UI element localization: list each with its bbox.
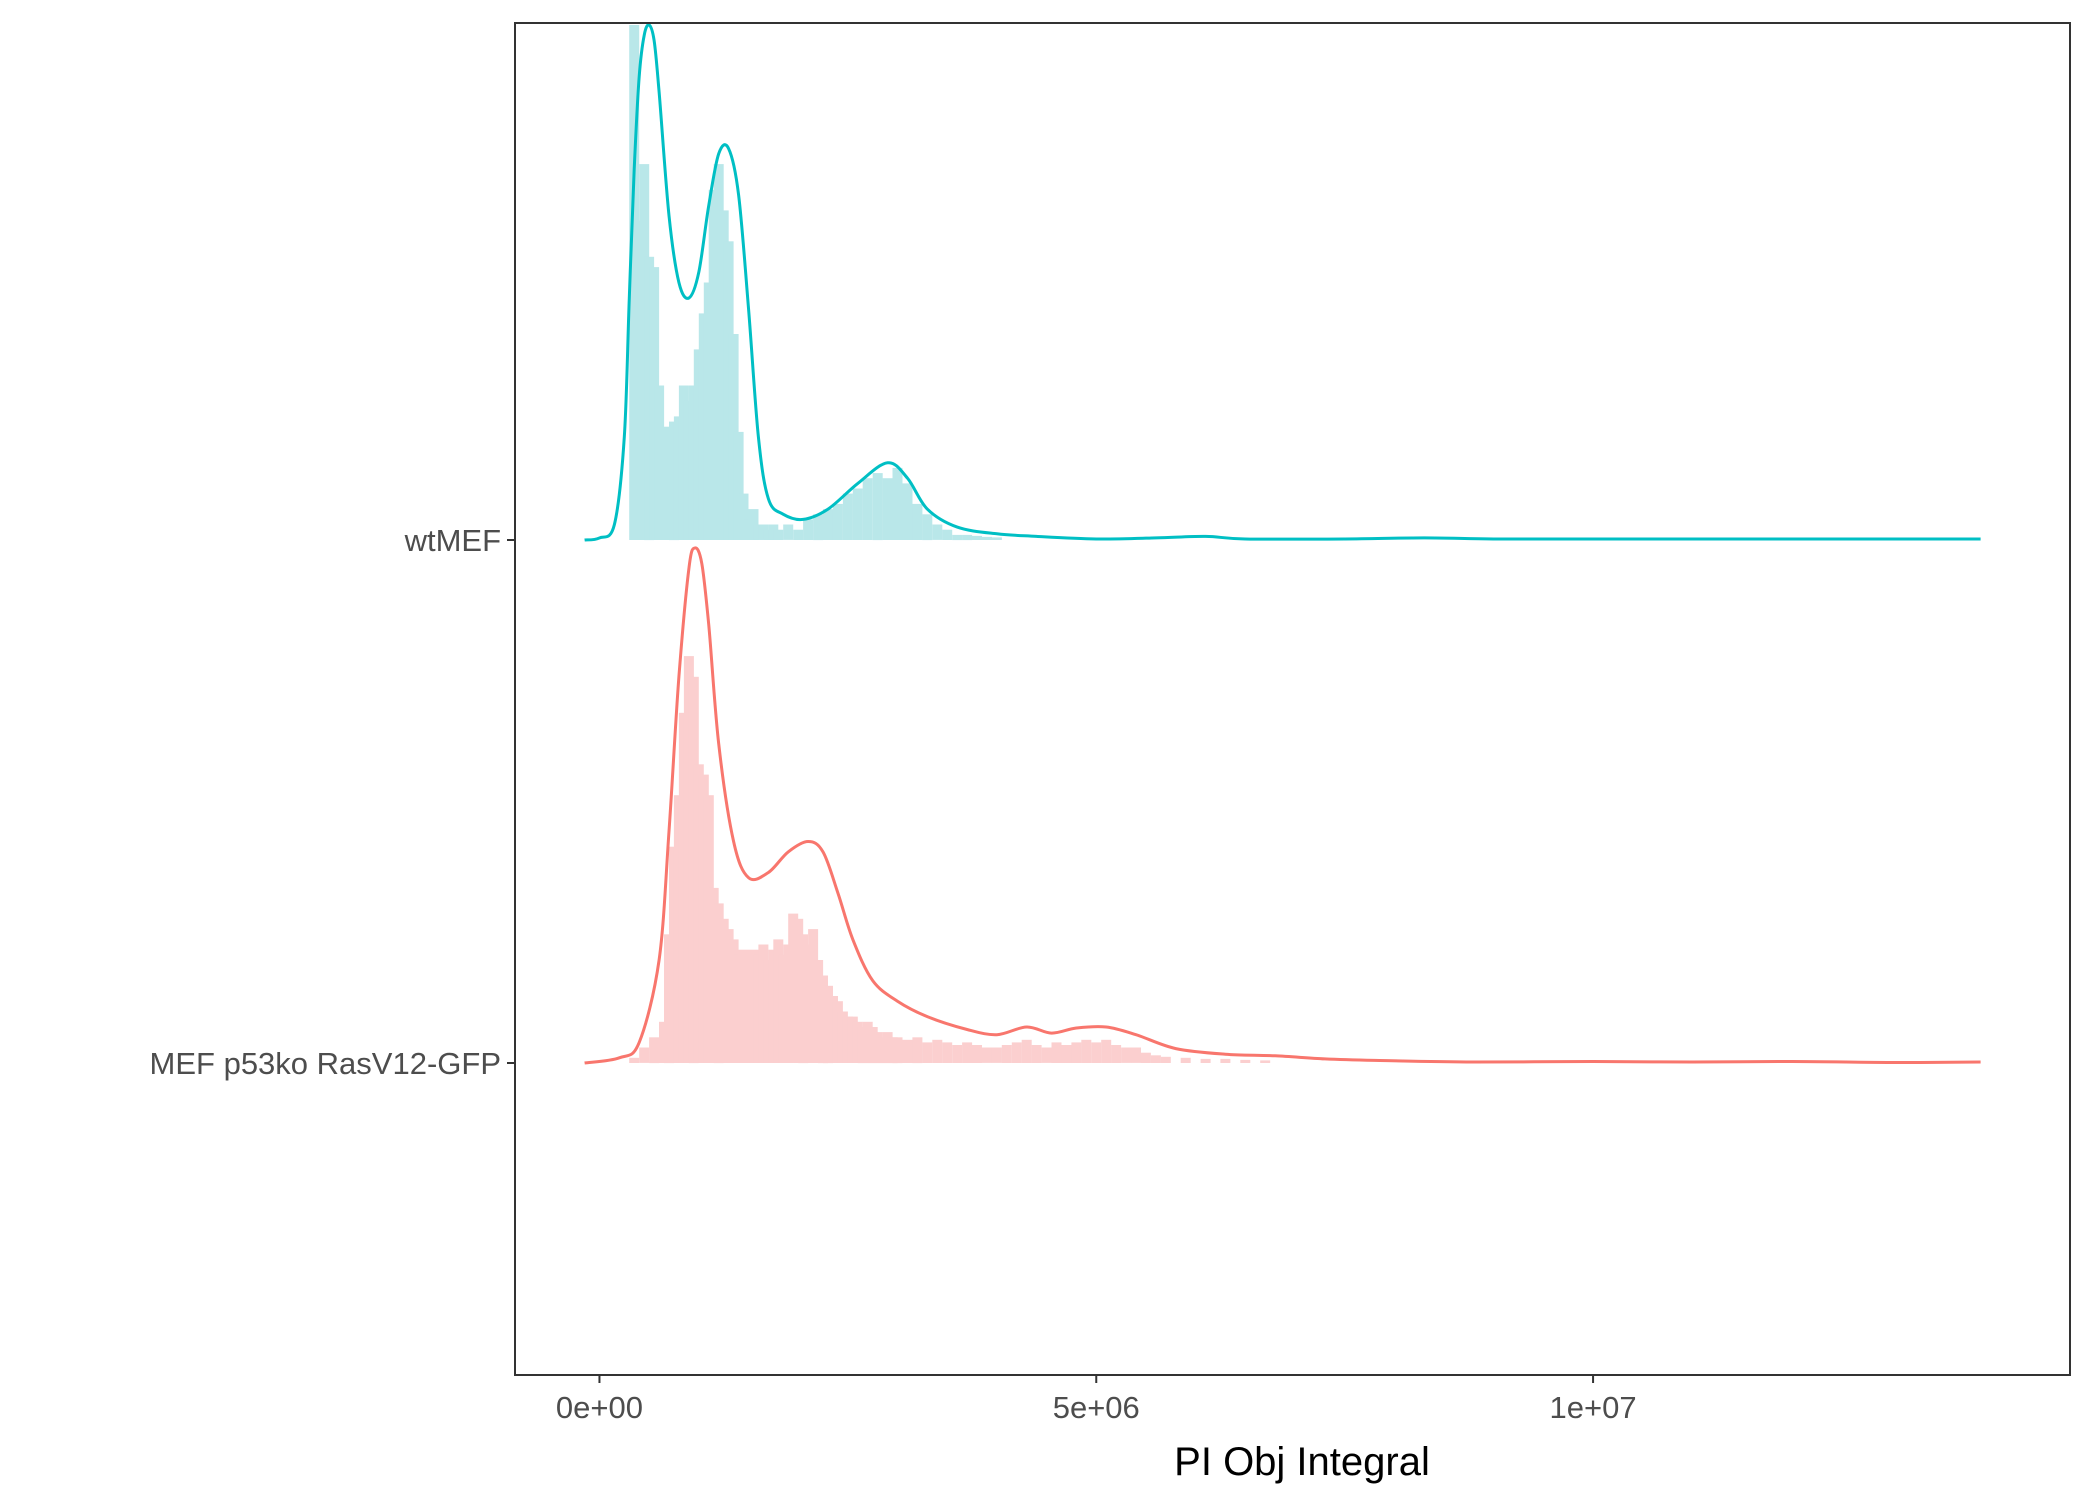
histogram-bar (932, 1039, 943, 1063)
histogram-bar (902, 483, 913, 540)
histogram-bar (1260, 1060, 1271, 1063)
series-mef-p53ko-rasv12-gfp (584, 546, 1981, 1065)
histogram-bar (1200, 1058, 1211, 1063)
histogram-bar (832, 503, 843, 540)
histogram-bar (862, 478, 873, 540)
x-axis-title: PI Obj Integral (1174, 1440, 1430, 1484)
histogram-bar (972, 1045, 982, 1063)
y-tick-label: MEF p53ko RasV12-GFP (150, 1046, 501, 1081)
histogram-bar (912, 1037, 923, 1064)
histogram-bar (1220, 1058, 1231, 1063)
histogram-bar (952, 1045, 963, 1063)
histogram-bar (629, 1057, 640, 1063)
histogram-bar (823, 509, 833, 540)
histogram-bar (912, 503, 923, 540)
marks-layer (584, 23, 1981, 1065)
plot-panel-border (514, 22, 2071, 1376)
x-tick-label: 0e+00 (556, 1390, 643, 1425)
histogram-bar (852, 488, 863, 540)
histogram-bar (892, 467, 903, 540)
histogram-bar (872, 473, 883, 541)
histogram-bar (942, 529, 953, 540)
histogram-bar (1121, 1047, 1132, 1063)
histogram-bar (972, 535, 982, 540)
series-wtmef (584, 23, 1981, 542)
axes-layer: MEF p53ko RasV12-GFP wtMEF 0e+00 5e+06 1e+07 (150, 523, 1637, 1425)
histogram-bar (1061, 1045, 1072, 1063)
histogram-bar (783, 524, 794, 540)
histogram-bar (1031, 1045, 1042, 1063)
histogram-bar (1021, 1039, 1032, 1063)
histogram-bar (1150, 1055, 1161, 1063)
histogram-bar (882, 478, 893, 540)
histogram-bar (842, 493, 853, 540)
histogram-bar (982, 1047, 992, 1063)
density-curve (584, 546, 1981, 1065)
histogram-bar (1091, 1042, 1102, 1063)
histogram-bar (922, 1042, 933, 1063)
histogram-bar (962, 534, 973, 541)
histogram-bar (793, 529, 804, 540)
histogram-bar (1041, 1047, 1052, 1063)
histogram-bar (991, 537, 1002, 540)
histogram-bar (639, 1047, 650, 1063)
histogram-bar (813, 514, 824, 541)
histogram-bar (892, 1037, 903, 1064)
density-curve (584, 23, 1981, 542)
histogram-bar (803, 519, 814, 540)
y-tick-label: wtMEF (404, 523, 501, 558)
histogram-bar (1160, 1056, 1171, 1063)
histogram-bar (1140, 1052, 1151, 1063)
histogram-bar (1081, 1039, 1092, 1063)
histogram-bar (1111, 1045, 1122, 1063)
histogram-bar (773, 529, 784, 540)
histogram-bar (902, 1039, 913, 1063)
x-tick-label: 1e+07 (1550, 1390, 1637, 1425)
histogram-bar (1101, 1039, 1112, 1063)
histogram-bar (649, 1037, 660, 1064)
histogram-bar (1011, 1042, 1022, 1063)
histogram-bar (738, 493, 749, 540)
histogram-bar (1131, 1047, 1141, 1063)
histogram-bar (1071, 1042, 1082, 1063)
histogram-bar (952, 534, 963, 541)
histogram-bar (982, 536, 992, 540)
histogram-bar (962, 1042, 973, 1063)
histogram-bar (1001, 1045, 1012, 1063)
histogram-bar (1240, 1059, 1251, 1063)
histogram-bar (922, 514, 933, 541)
histogram-bar (1180, 1057, 1191, 1063)
histogram-bar (932, 524, 943, 540)
histogram-bar (991, 1047, 1002, 1063)
histogram-bar (942, 1042, 953, 1063)
x-tick-label: 5e+06 (1053, 1390, 1140, 1425)
histogram-bar (1051, 1042, 1062, 1063)
histogram-bar (733, 431, 744, 540)
